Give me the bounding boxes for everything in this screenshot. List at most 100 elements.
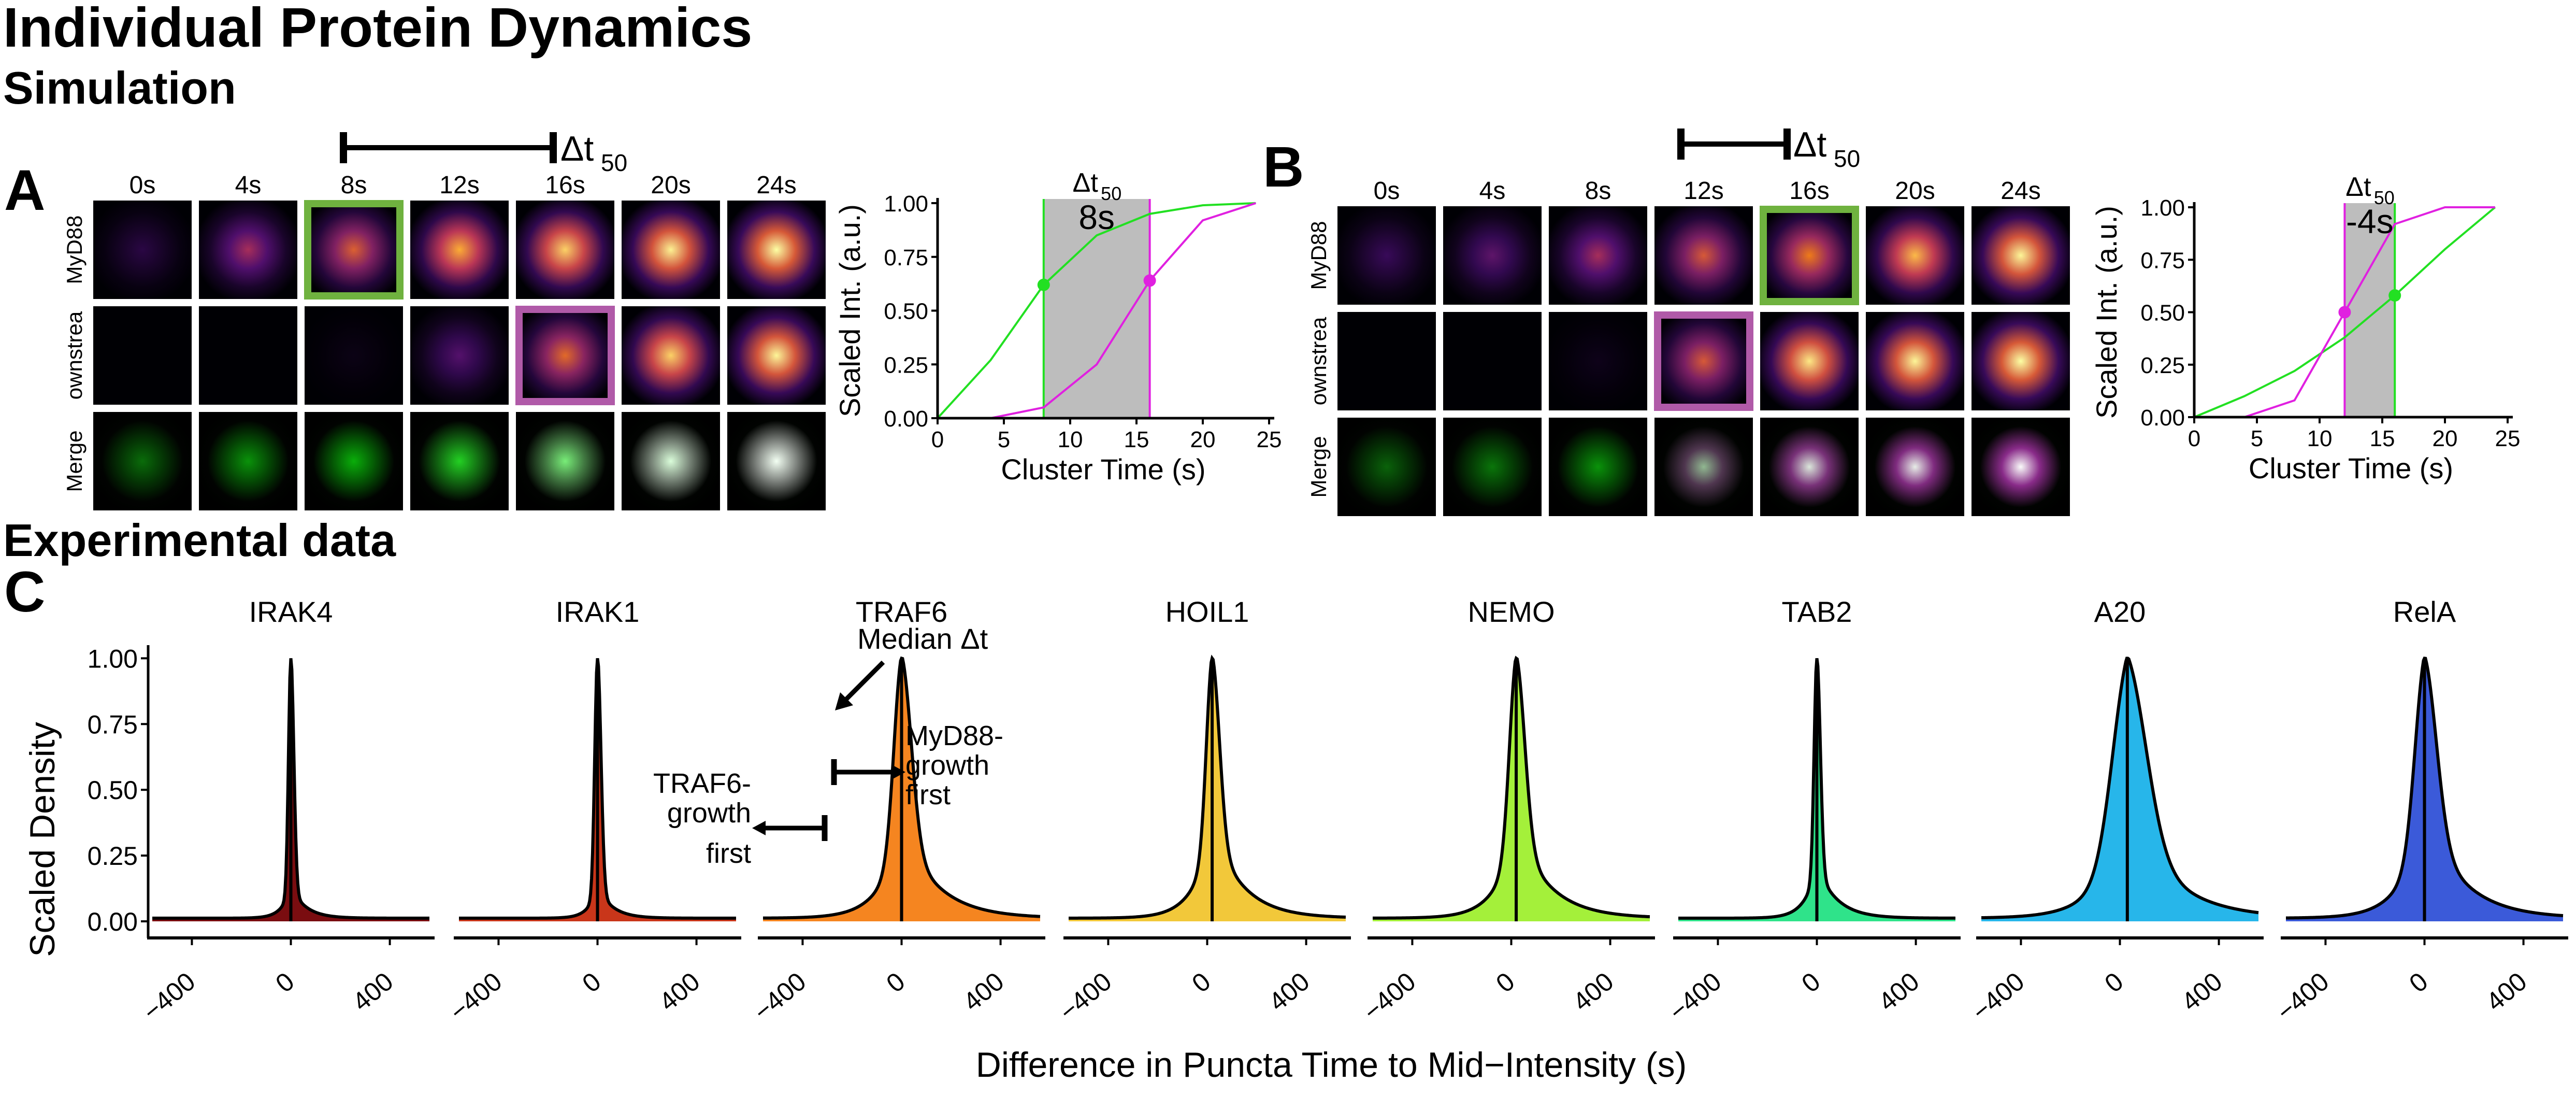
panel-a-delta-sub: 50 bbox=[601, 149, 627, 176]
b-cell-r1-c3 bbox=[1654, 312, 1753, 410]
myd88-first-line1: MyD88- bbox=[905, 720, 1003, 751]
b-time-label: 16s bbox=[1789, 177, 1829, 205]
facet-title-7: RelA bbox=[2393, 595, 2456, 628]
a-time-label: 4s bbox=[235, 172, 262, 199]
median-arrow-line bbox=[841, 660, 885, 704]
facet-x-tick-label: 0 bbox=[1490, 967, 1520, 999]
x-tick-label: 20 bbox=[2433, 426, 2458, 451]
panel-label-a: A bbox=[4, 159, 45, 222]
panel-c-y-tick-label: 0.25 bbox=[88, 842, 138, 871]
panel-c-y-tick-label: 0.50 bbox=[88, 776, 138, 805]
section-experimental: Experimental data bbox=[3, 515, 396, 566]
b-cell-r2-c0 bbox=[1337, 418, 1436, 516]
facet-title-0: IRAK4 bbox=[249, 595, 333, 628]
x-tick-label: 15 bbox=[1124, 427, 1149, 452]
panel-b-line-chart: 0.00 0.25 0.50 0.75 1.00 0 5 10 15 20 25 Cluster Ti… bbox=[2090, 172, 2520, 485]
x-axis-label: Cluster Time (s) bbox=[1001, 453, 1205, 486]
panel-c-y-tick-label: 0.75 bbox=[88, 710, 138, 739]
panel-b-delta-sub: 50 bbox=[1834, 145, 1860, 172]
traf6-first-line2: growth bbox=[667, 797, 751, 829]
median-annotation: Median Δt bbox=[857, 622, 988, 655]
facet-x-tick-label: −400 bbox=[2271, 967, 2334, 1027]
b-cell-r2-c3 bbox=[1654, 418, 1753, 516]
b-cell-r2-c2 bbox=[1549, 418, 1647, 516]
facet-x-tick-label: 400 bbox=[1263, 967, 1315, 1017]
panel-c-ylabel: Scaled Density bbox=[23, 722, 62, 957]
a-cell-r2-c6 bbox=[727, 412, 826, 510]
b-cell-r2-c1 bbox=[1443, 418, 1542, 516]
delta-sub: 50 bbox=[1101, 183, 1121, 204]
y-tick-label: 0.25 bbox=[2140, 353, 2185, 378]
y-tick-label: 0.00 bbox=[884, 406, 928, 432]
b-time-label: 4s bbox=[1479, 177, 1506, 205]
a-cell-r2-c4 bbox=[516, 412, 614, 510]
b-cell-r0-c1 bbox=[1443, 206, 1542, 305]
density-area-4 bbox=[1373, 658, 1650, 921]
delta-label: Δt bbox=[1073, 168, 1099, 198]
panel-a-delta-label: Δt bbox=[560, 129, 594, 168]
a-row-label: Merge bbox=[62, 430, 87, 492]
b-time-label: 24s bbox=[2001, 177, 2040, 205]
facet-x-tick-label: 0 bbox=[1796, 967, 1825, 999]
b-cell-r0-c2 bbox=[1549, 206, 1647, 305]
y-tick-label: 0.00 bbox=[2140, 405, 2185, 431]
panel-a-image-grid: 0s 4s 8s 12s 16s 20s 24s MyD88 ownstrea Merge bbox=[62, 172, 826, 510]
b-time-label: 20s bbox=[1895, 177, 1935, 205]
myd88-first-line2: growth bbox=[905, 750, 989, 781]
b-magenta-highlight-box bbox=[1654, 311, 1753, 411]
delta-value: -4s bbox=[2346, 202, 2394, 240]
facet-x-tick-label: −400 bbox=[1054, 967, 1117, 1027]
delta-value: 8s bbox=[1078, 198, 1115, 236]
b-time-label: 0s bbox=[1374, 177, 1400, 205]
a-cell-r2-c0 bbox=[93, 412, 192, 510]
y-tick-label: 0.75 bbox=[884, 245, 928, 270]
series-line-0 bbox=[937, 202, 1256, 419]
x-tick-label: 25 bbox=[1257, 427, 1282, 452]
panel-c-y-tick-label: 0.00 bbox=[88, 907, 138, 936]
midpoint-marker-1 bbox=[1143, 274, 1156, 287]
a-cell-r1-c0 bbox=[93, 306, 192, 405]
a-cell-r1-c4 bbox=[516, 306, 614, 405]
y-tick-label: 0.25 bbox=[884, 352, 928, 378]
panel-a-delta-bracket: Δt 50 bbox=[340, 129, 627, 176]
density-outline-6 bbox=[1981, 657, 2259, 920]
b-cell-r2-c4 bbox=[1760, 418, 1859, 516]
y-tick-label: 0.50 bbox=[884, 299, 928, 324]
delta-sub: 50 bbox=[2374, 187, 2395, 208]
panel-b-image-grid: 0s 4s 8s 12s 16s 20s 24s MyD88 ownstrea Merge bbox=[1306, 177, 2070, 516]
x-tick-label: 5 bbox=[2251, 426, 2263, 451]
a-cell-r2-c1 bbox=[199, 412, 297, 510]
facet-x-tick-label: −400 bbox=[137, 967, 200, 1027]
facet-x-tick-label: 400 bbox=[958, 967, 1010, 1017]
midpoint-marker-0 bbox=[2338, 306, 2351, 319]
a-cell-r0-c6 bbox=[727, 201, 826, 299]
facet-x-tick-label: 400 bbox=[1873, 967, 1925, 1017]
x-tick-label: 10 bbox=[2307, 426, 2333, 451]
a-cell-r2-c2 bbox=[305, 412, 403, 510]
a-cell-r1-c6 bbox=[727, 306, 826, 405]
x-tick-label: 0 bbox=[2188, 426, 2200, 451]
b-row-label: Merge bbox=[1306, 436, 1331, 497]
facet-title-2: TRAF6 bbox=[856, 595, 947, 628]
facet-x-tick-label: −400 bbox=[1966, 967, 2030, 1027]
b-cell-r1-c6 bbox=[1971, 312, 2070, 410]
series-line-0 bbox=[2194, 206, 2496, 418]
facet-title-5: TAB2 bbox=[1782, 595, 1852, 628]
facet-x-tick-label: 0 bbox=[881, 967, 910, 999]
a-cell-r0-c0 bbox=[93, 201, 192, 299]
panel-c-y-tick-label: 1.00 bbox=[88, 644, 138, 673]
a-cell-r0-c4 bbox=[516, 201, 614, 299]
y-tick-label: 0.50 bbox=[2140, 301, 2185, 326]
section-simulation: Simulation bbox=[3, 62, 236, 113]
facet-x-tick-label: 400 bbox=[2176, 967, 2228, 1017]
b-cell-r0-c0 bbox=[1337, 206, 1436, 305]
facet-x-tick-label: −400 bbox=[1663, 967, 1726, 1027]
panel-b-delta-bracket: Δt 50 bbox=[1677, 125, 1860, 172]
a-time-label: 16s bbox=[545, 172, 585, 199]
a-cell-r1-c5 bbox=[622, 306, 720, 405]
page-title: Individual Protein Dynamics bbox=[3, 0, 752, 59]
facet-title-3: HOIL1 bbox=[1165, 595, 1249, 628]
delta-label: Δt bbox=[2345, 172, 2371, 202]
facet-x-tick-label: 0 bbox=[270, 967, 299, 999]
